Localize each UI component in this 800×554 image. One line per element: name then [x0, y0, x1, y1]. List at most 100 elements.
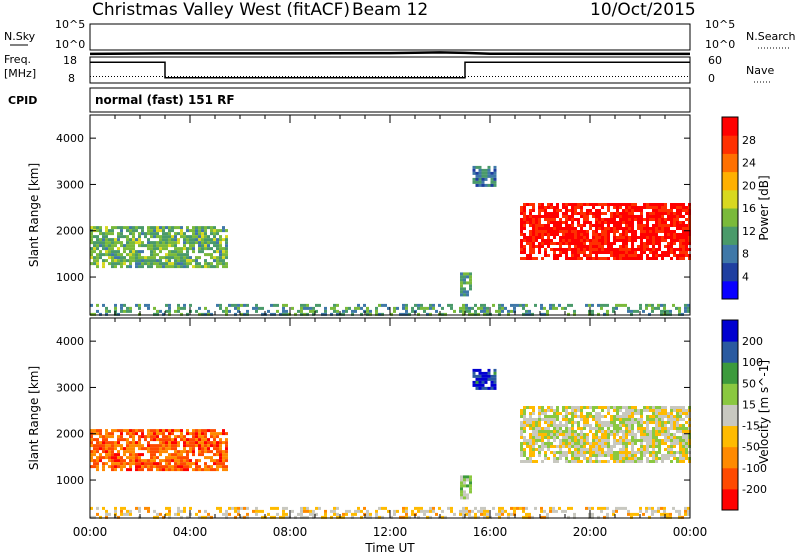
heat-cell: [649, 433, 652, 436]
heat-cell: [471, 509, 474, 513]
heat-cell: [586, 218, 589, 221]
heat-cell: [162, 241, 165, 245]
heat-cell: [153, 306, 156, 310]
heat-cell: [174, 250, 177, 254]
heat-cell: [523, 451, 526, 454]
heat-cell: [123, 459, 126, 463]
heat-cell: [613, 445, 616, 448]
heat-cell: [526, 439, 529, 442]
heat-cell: [294, 515, 297, 519]
heat-cell: [679, 457, 682, 460]
heat-cell: [595, 227, 598, 230]
heat-cell: [381, 515, 384, 519]
heat-cell: [562, 454, 565, 457]
heat-cell: [204, 438, 207, 442]
heat-cell: [165, 265, 168, 269]
heat-cell: [627, 512, 630, 516]
heat-cell: [216, 506, 219, 510]
heat-cell: [126, 429, 129, 433]
heat-cell: [459, 512, 462, 516]
heat-cell: [345, 306, 348, 310]
heat-cell: [556, 406, 559, 409]
heat-cell: [165, 256, 168, 260]
heat-cell: [556, 248, 559, 251]
heat-cell: [177, 256, 180, 260]
heat-cell: [177, 259, 180, 263]
heat-cell: [174, 309, 177, 313]
heat-cell: [225, 432, 228, 436]
heat-cell: [469, 284, 472, 288]
heat-cell: [571, 439, 574, 442]
heat-cell: [664, 224, 667, 227]
heat-cell: [544, 251, 547, 254]
heat-cell: [132, 450, 135, 454]
heat-cell: [565, 427, 568, 430]
heat-cell: [672, 506, 675, 510]
heat-cell: [550, 230, 553, 233]
heat-cell: [655, 242, 658, 245]
colorbar-tick-label: 50: [742, 377, 756, 390]
heat-cell: [303, 506, 306, 510]
heat-cell: [483, 312, 486, 316]
heat-cell: [105, 241, 108, 245]
heat-cell: [664, 427, 667, 430]
heat-cell: [186, 438, 189, 442]
heat-cell: [547, 439, 550, 442]
heat-cell: [529, 424, 532, 427]
heat-cell: [231, 303, 234, 307]
heat-cell: [652, 203, 655, 206]
heat-cell: [129, 241, 132, 245]
heat-cell: [111, 429, 114, 433]
heat-cell: [487, 368, 491, 372]
heat-cell: [595, 230, 598, 233]
heat-cell: [141, 259, 144, 263]
heat-cell: [571, 427, 574, 430]
heat-cell: [565, 227, 568, 230]
heat-cell: [556, 460, 559, 463]
heat-cell: [670, 257, 673, 260]
heat-cell: [655, 424, 658, 427]
heat-cell: [619, 421, 622, 424]
heat-cell: [601, 236, 604, 239]
heat-cell: [562, 442, 565, 445]
heat-cell: [600, 306, 603, 310]
heat-cell: [628, 418, 631, 421]
heat-cell: [213, 441, 216, 445]
heat-cell: [589, 254, 592, 257]
heat-cell: [549, 506, 552, 510]
heat-cell: [634, 236, 637, 239]
heat-cell: [126, 432, 129, 436]
heat-cell: [174, 262, 177, 266]
heat-cell: [604, 239, 607, 242]
heat-cell: [610, 203, 613, 206]
heat-cell: [571, 212, 574, 215]
heat-cell: [631, 233, 634, 236]
heat-cell: [589, 248, 592, 251]
heat-cell: [547, 409, 550, 412]
heat-cell: [469, 272, 472, 276]
heat-cell: [144, 256, 147, 260]
heat-cell: [550, 421, 553, 424]
heat-cell: [201, 241, 204, 245]
heat-cell: [147, 459, 150, 463]
heat-cell: [634, 406, 637, 409]
heat-cell: [631, 430, 634, 433]
heat-cell: [141, 468, 144, 472]
nsearch-label: N.Search: [746, 30, 796, 43]
heat-cell: [574, 451, 577, 454]
heat-cell: [553, 427, 556, 430]
heat-cell: [574, 230, 577, 233]
heat-cell: [613, 454, 616, 457]
heat-cell: [198, 247, 201, 251]
heat-cell: [135, 432, 138, 436]
heat-cell: [670, 242, 673, 245]
heat-cell: [417, 312, 420, 316]
heat-cell: [661, 454, 664, 457]
heat-cell: [144, 303, 147, 307]
colorbar-swatch: [722, 280, 738, 300]
heat-cell: [144, 465, 147, 469]
heat-cell: [120, 306, 123, 310]
heat-cell: [192, 450, 195, 454]
heat-cell: [204, 312, 207, 316]
heat-cell: [252, 306, 255, 310]
